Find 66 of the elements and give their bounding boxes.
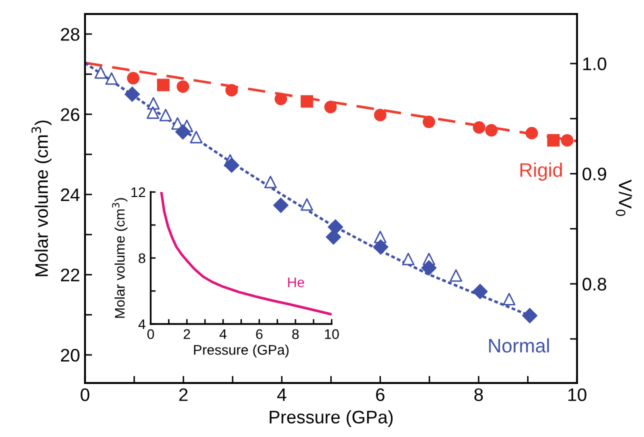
point [421,260,437,276]
x-tick-label: 10 [568,388,586,402]
x-tick-label: 4 [220,329,227,339]
point [124,86,140,102]
point [326,229,342,245]
x-axis-title: Pressure (GPa) [194,344,289,358]
y-axis-title: Molar volume (cm$^{3}$) [32,120,52,276]
y-tick-label: 12 [131,187,146,198]
x-tick-label: 8 [292,329,299,340]
point [156,78,170,92]
y2-axis-title: V/V$_{0}$ [616,180,632,216]
y-tick-label: 4 [138,319,146,330]
point [272,197,289,214]
point [300,198,314,211]
point [472,121,486,134]
point [372,239,389,255]
point [374,108,386,122]
y2-tick-label: 1.0 [583,57,606,70]
point [274,92,288,106]
x-tick-label: 0 [147,329,154,340]
x-tick-label: 2 [179,388,188,401]
point [176,80,190,93]
point [264,176,277,188]
x-tick-label: 10 [324,329,339,340]
point [190,130,202,144]
point [472,284,488,300]
point [502,292,516,306]
y-tick-label: 24 [60,188,80,202]
x-tick-label: 8 [474,388,483,402]
point [224,157,240,174]
x-tick-label: 0 [80,388,90,402]
y2-tick-label: 0.9 [582,168,606,180]
point [526,126,538,140]
point [147,97,160,110]
y-tick-label: 20 [60,348,80,362]
point [146,106,160,119]
point [324,100,337,114]
point [126,72,140,84]
y-tick-label: 28 [60,28,80,41]
point [300,95,314,108]
point [560,134,574,147]
x-tick-label: 4 [277,388,286,401]
point [422,116,436,128]
point [547,134,560,147]
y2-tick-label: 0.8 [582,278,606,291]
point [402,252,415,266]
x-tick-label: 6 [256,329,263,340]
y-tick-label: 8 [138,253,146,264]
point [175,124,191,140]
y-tick-label: 26 [60,108,80,121]
x-axis-title: Pressure (GPa) [270,410,393,428]
y-axis-title: Molar volume (cm$^{3}$) [112,198,128,318]
x-tick-label: 2 [184,329,190,339]
series-label: He [288,278,304,288]
point [225,84,238,96]
point [485,124,498,137]
x-tick-label: 6 [376,388,384,402]
point [522,308,538,324]
series-label: Normal [489,338,549,353]
line-series [160,192,332,316]
point [94,66,108,79]
point [450,269,462,282]
y-tick-label: 22 [60,268,80,282]
point [159,108,172,122]
point [105,72,118,85]
series-label: Rigid [520,162,562,181]
